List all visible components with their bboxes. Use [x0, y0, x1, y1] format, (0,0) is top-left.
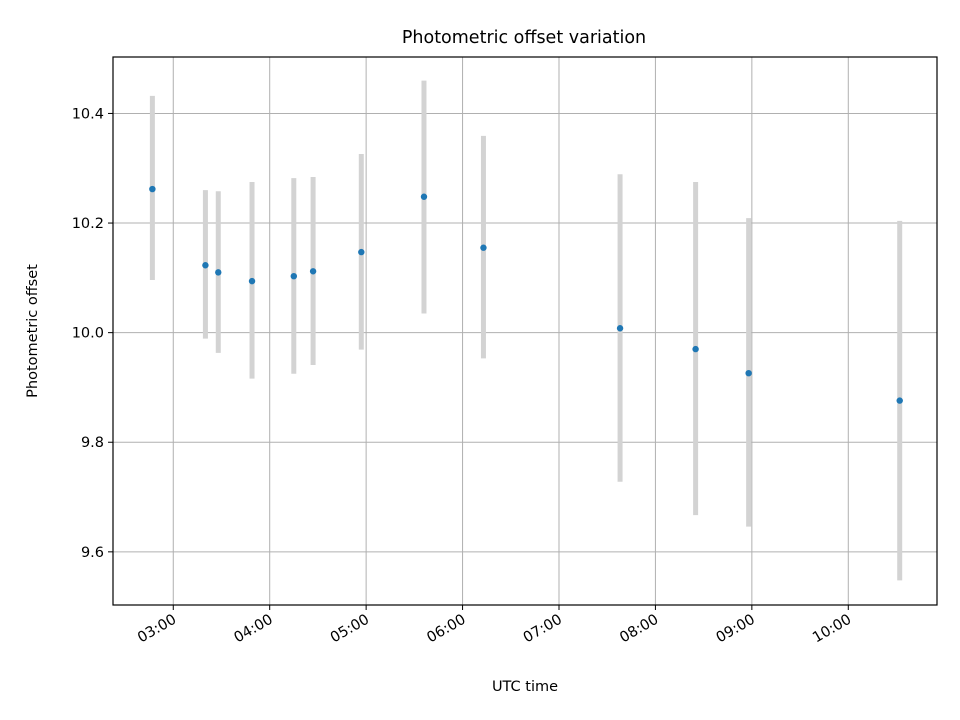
grid	[113, 57, 937, 605]
chart-title: Photometric offset variation	[402, 28, 646, 48]
y-tick-label: 10.4	[72, 106, 104, 122]
y-tick-label: 10.2	[72, 216, 104, 232]
y-tick-label: 9.8	[81, 435, 104, 451]
y-tick-label: 9.6	[81, 545, 104, 561]
data-points	[149, 185, 903, 404]
x-axis: 03:00 04:00 05:00 06:00 07:00 08:00 09:00 10:00	[135, 605, 854, 646]
data-point	[202, 262, 209, 269]
data-point	[896, 397, 903, 404]
x-tick-label: 07:00	[521, 612, 565, 647]
data-point	[149, 185, 156, 193]
data-point	[215, 269, 222, 276]
data-point	[480, 244, 487, 251]
data-point	[420, 193, 428, 200]
x-tick-label: 05:00	[328, 612, 372, 647]
data-point	[616, 325, 624, 332]
x-tick-label: 09:00	[714, 612, 758, 647]
x-tick-label: 06:00	[424, 612, 468, 647]
plot-frame	[112, 56, 938, 606]
data-point	[248, 277, 256, 285]
x-tick-label: 08:00	[617, 612, 661, 647]
error-bars	[149, 80, 903, 581]
data-point	[692, 345, 699, 353]
x-axis-label: UTC time	[492, 679, 558, 695]
y-axis-label: Photometric offset	[25, 264, 41, 398]
y-tick-label: 10.0	[72, 326, 104, 342]
data-point	[745, 369, 752, 377]
data-point	[309, 268, 317, 275]
x-tick-label: 10:00	[810, 612, 854, 647]
y-axis: 9.6 9.8 10.0 10.2 10.4	[72, 106, 113, 561]
x-tick-label: 04:00	[232, 612, 276, 647]
x-tick-label: 03:00	[135, 612, 179, 647]
data-point	[290, 273, 298, 280]
data-point	[358, 248, 365, 256]
